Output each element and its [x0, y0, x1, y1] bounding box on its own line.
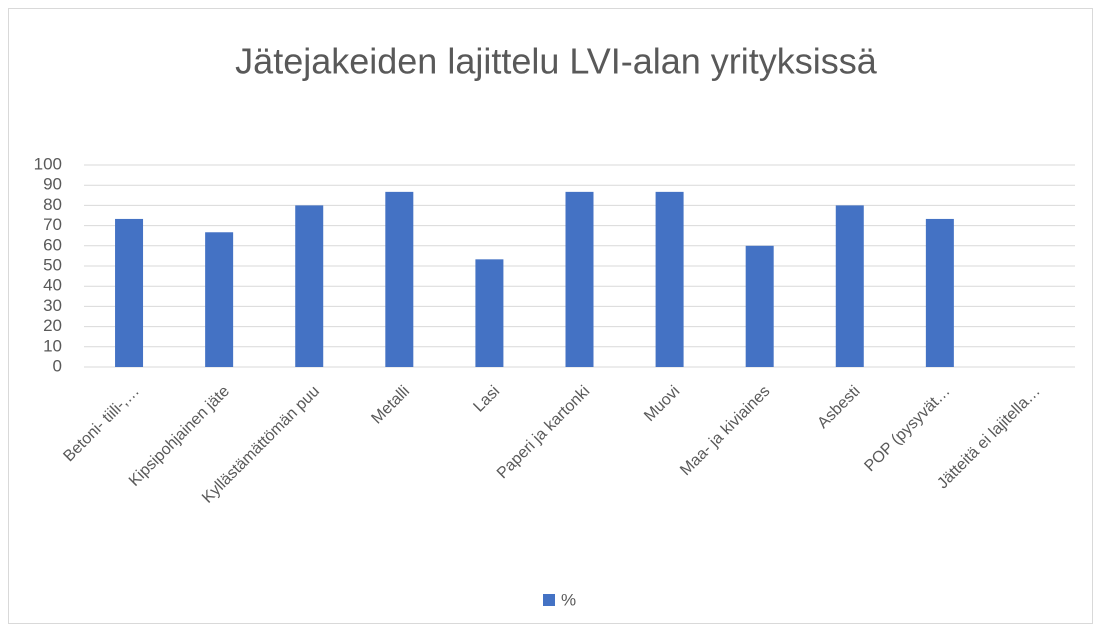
y-tick-label: 100	[34, 154, 62, 173]
bar	[835, 205, 864, 367]
bar	[565, 191, 594, 367]
bar	[295, 205, 324, 367]
bar	[115, 218, 144, 367]
y-tick-label: 90	[43, 175, 62, 194]
chart-border	[8, 8, 1093, 624]
bar	[655, 191, 684, 367]
bar	[745, 245, 774, 367]
y-tick-label: 80	[43, 195, 62, 214]
y-tick-label: 10	[43, 336, 62, 355]
bar	[205, 232, 234, 367]
y-tick-label: 70	[43, 215, 62, 234]
bar	[475, 259, 504, 367]
chart-title: Jätejakeiden lajittelu LVI-alan yrityksi…	[235, 41, 878, 82]
bar	[385, 191, 414, 367]
bar	[925, 218, 954, 367]
y-tick-label: 60	[43, 235, 62, 254]
y-tick-label: 40	[43, 276, 62, 295]
legend-label: %	[561, 590, 576, 609]
y-tick-label: 30	[43, 296, 62, 315]
legend-swatch	[543, 594, 555, 606]
y-tick-label: 20	[43, 316, 62, 335]
y-tick-label: 0	[53, 356, 62, 375]
y-tick-label: 50	[43, 255, 62, 274]
